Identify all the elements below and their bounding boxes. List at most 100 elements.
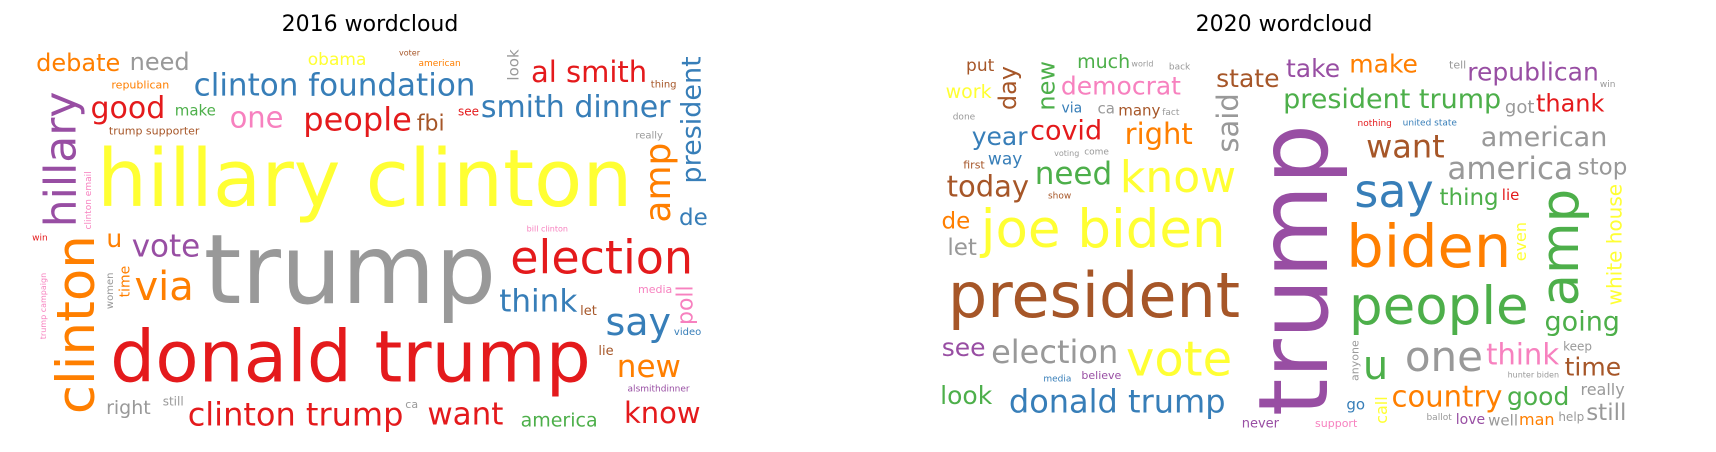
word-many: many [1118, 101, 1160, 119]
word-work: work [946, 81, 992, 103]
word-obama: obama [308, 50, 367, 70]
word-make: make [1349, 50, 1418, 79]
word-trump: trump [1238, 124, 1350, 416]
word-today: today [947, 169, 1029, 203]
word-know: know [1120, 152, 1236, 203]
word-day: day [994, 66, 1022, 110]
word-donald-trump: donald trump [110, 315, 591, 398]
word-president: president [676, 56, 707, 183]
word-donald-trump: donald trump [1009, 383, 1226, 421]
word-stop: stop [1578, 154, 1628, 180]
word-think: think [1486, 338, 1559, 372]
word-joe-biden: joe biden [980, 199, 1226, 260]
word-say: say [605, 300, 671, 344]
word-clinton-trump: clinton trump [188, 395, 404, 432]
word-media: media [1043, 375, 1071, 385]
word-well: well [1488, 411, 1518, 429]
word-ballot: ballot [1426, 413, 1452, 423]
word-want: want [427, 397, 503, 432]
word-ca: ca [405, 398, 418, 411]
word-go: go [1346, 395, 1365, 413]
word-really: really [635, 130, 663, 141]
word-biden: biden [1346, 212, 1511, 281]
word-alsmithdinner: alsmithdinner [628, 384, 690, 394]
word-put: put [966, 56, 995, 76]
word-vote: vote [1126, 332, 1232, 388]
word-think: think [499, 284, 577, 320]
word-good: good [90, 91, 165, 126]
word-thing: thing [1439, 185, 1498, 211]
word-america: america [1447, 151, 1573, 187]
word-right: right [106, 397, 151, 419]
word-hillary-clinton: hillary clinton [97, 133, 632, 225]
chart-title: 2020 wordcloud [1195, 12, 1373, 37]
word-hillary: hillary [36, 92, 87, 228]
word-debate: debate [36, 49, 120, 77]
word-smith-dinner: smith dinner [481, 90, 671, 125]
word-thank: thank [1536, 90, 1605, 118]
word-lie: lie [598, 344, 613, 359]
word-lie: lie [1502, 186, 1520, 204]
word-world: world [1131, 59, 1153, 68]
word-new: new [617, 349, 681, 385]
word-trump-supporter: trump supporter [109, 124, 200, 137]
word-president: president [948, 259, 1240, 332]
word-poll: poll [674, 285, 699, 325]
word-women: women [105, 273, 116, 310]
word-american: american [1481, 122, 1608, 153]
word-said: said [1211, 93, 1245, 152]
word-man: man [1519, 410, 1555, 429]
chart-title: 2016 wordcloud [281, 12, 459, 37]
word-hunter-biden: hunter biden [1508, 371, 1559, 380]
word-need: need [130, 48, 190, 76]
word-clinton: clinton [46, 235, 107, 414]
word-back: back [1169, 62, 1191, 72]
word-want: want [1366, 127, 1445, 165]
word-nothing: nothing [1358, 119, 1392, 129]
word-see: see [942, 333, 986, 362]
word-republican: republican [1467, 57, 1599, 86]
word-via: via [134, 264, 193, 310]
word-president-trump: president trump [1283, 84, 1501, 115]
word-need: need [1035, 156, 1112, 192]
word-media: media [638, 283, 672, 296]
word-come: come [1084, 147, 1109, 157]
word-let: let [580, 304, 597, 319]
word-make: make [175, 101, 216, 119]
word-election: election [510, 231, 693, 285]
word-take: take [1286, 54, 1340, 83]
word-amp: amp [638, 143, 679, 223]
word-one: one [1405, 332, 1483, 381]
word-know: know [624, 396, 701, 430]
word-tell: tell [1449, 58, 1466, 71]
word-done: done [953, 112, 976, 122]
word-america: america [521, 409, 598, 431]
word-amp: amp [1530, 189, 1591, 307]
word-via: via [1062, 100, 1083, 116]
wordcloud-2020: trump president biden joe biden people amp vot… [939, 48, 1629, 432]
word-republican: republican [111, 79, 169, 92]
wordcloud-2016: trump hillary clinton donald trump clinton e… [27, 48, 713, 432]
word-win: win [32, 233, 48, 243]
word-u: u [106, 224, 122, 253]
word-clinton-foundation: clinton foundation [194, 68, 476, 104]
word-country: country [1392, 380, 1503, 414]
word-way: way [988, 149, 1022, 169]
word-first: first [963, 158, 985, 171]
word-u: u [1363, 343, 1388, 389]
word-still: still [163, 395, 184, 409]
word-bill-clinton: bill clinton [527, 224, 568, 233]
word-trump-campaign: trump campaign [39, 273, 48, 339]
word-fact: fact [1162, 108, 1180, 118]
word-right: right [1125, 117, 1193, 151]
word-ca: ca [1098, 100, 1115, 118]
word-even: even [1511, 222, 1530, 261]
word-show: show [1048, 191, 1071, 201]
word-new: new [1033, 61, 1061, 111]
word-good: good [1507, 382, 1569, 411]
word-say: say [1354, 164, 1433, 218]
word-state: state [1216, 64, 1279, 93]
word-united-state: united state [1403, 119, 1458, 129]
word-de: de [941, 208, 970, 234]
word-love: love [1456, 412, 1485, 428]
